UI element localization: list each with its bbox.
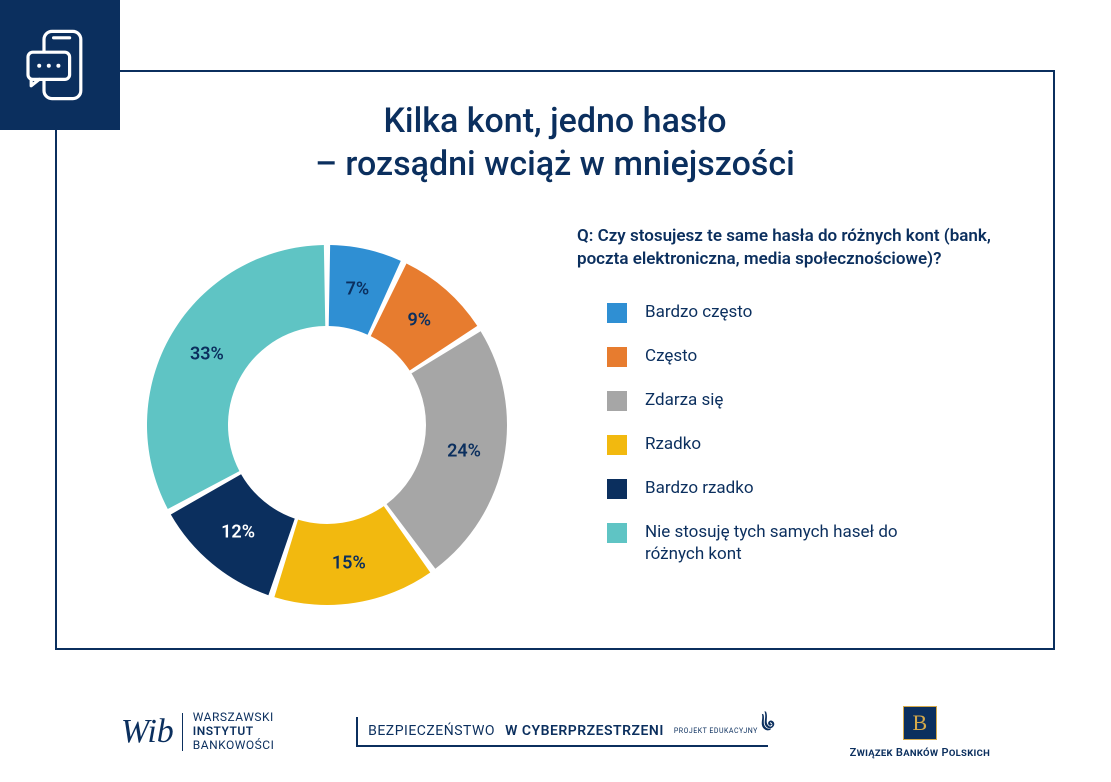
- content-frame: Kilka kont, jedno hasło – rozsądni wciąż…: [55, 70, 1055, 650]
- slice-label: 7%: [346, 278, 370, 299]
- legend-item: Nie stosuję tych samych haseł do różnych…: [607, 521, 1013, 565]
- legend-swatch: [607, 435, 627, 455]
- legend-item: Bardzo często: [607, 301, 1013, 323]
- password-phone-icon: [0, 0, 120, 130]
- survey-question: Q: Czy stosujesz te same hasła do różnyc…: [577, 225, 1013, 271]
- legend-item: Bardzo rzadko: [607, 477, 1013, 499]
- logo-wib: Wib WARSZAWSKI INSTYTUT BANKOWOŚCI: [121, 711, 274, 752]
- legend-item: Rzadko: [607, 433, 1013, 455]
- legend-item: Często: [607, 345, 1013, 367]
- legend: Bardzo często Często Zdarza się Rzadko Bardz…: [577, 301, 1013, 566]
- wib-text: WARSZAWSKI INSTYTUT BANKOWOŚCI: [193, 711, 275, 752]
- legend-label: Nie stosuję tych samych haseł do różnych…: [645, 521, 905, 565]
- wib-script-icon: Wib: [121, 713, 183, 751]
- legend-swatch: [607, 391, 627, 411]
- legend-label: Bardzo rzadko: [645, 477, 754, 499]
- title-line-1: Kilka kont, jedno hasło: [383, 101, 726, 141]
- legend-label: Często: [645, 345, 697, 367]
- legend-swatch: [607, 479, 627, 499]
- legend-column: Q: Czy stosujesz te same hasła do różnyc…: [577, 215, 1013, 635]
- logo-zbp: B Związek Banków Polskich: [850, 706, 990, 759]
- title-line-2: – rozsądni wciąż w mniejszości: [315, 144, 795, 184]
- footer-logos: Wib WARSZAWSKI INSTYTUT BANKOWOŚCI ༄ BEZ…: [0, 682, 1111, 782]
- legend-swatch: [607, 523, 627, 543]
- slice-label: 24%: [447, 441, 481, 462]
- content-row: 7% 9% 24% 15% 12% 33% Q: Czy stosujesz te sam…: [57, 185, 1053, 655]
- legend-label: Bardzo często: [645, 301, 752, 323]
- zbp-emblem-icon: B: [903, 706, 937, 740]
- legend-label: Zdarza się: [645, 389, 723, 411]
- legend-label: Rzadko: [645, 433, 701, 455]
- logo-cyber: ༄ BEZPIECZEŃSTWO W CYBERPRZESTRZENI PROJ…: [356, 717, 768, 748]
- slice-label: 15%: [332, 552, 366, 573]
- slice-label: 12%: [221, 522, 255, 543]
- donut-chart: 7% 9% 24% 15% 12% 33%: [117, 215, 537, 635]
- legend-swatch: [607, 303, 627, 323]
- legend-swatch: [607, 347, 627, 367]
- donut-slice: [147, 245, 325, 509]
- page-title: Kilka kont, jedno hasło – rozsądni wciąż…: [57, 72, 1053, 185]
- slice-label: 9%: [407, 310, 431, 331]
- legend-item: Zdarza się: [607, 389, 1013, 411]
- slice-label: 33%: [190, 343, 224, 364]
